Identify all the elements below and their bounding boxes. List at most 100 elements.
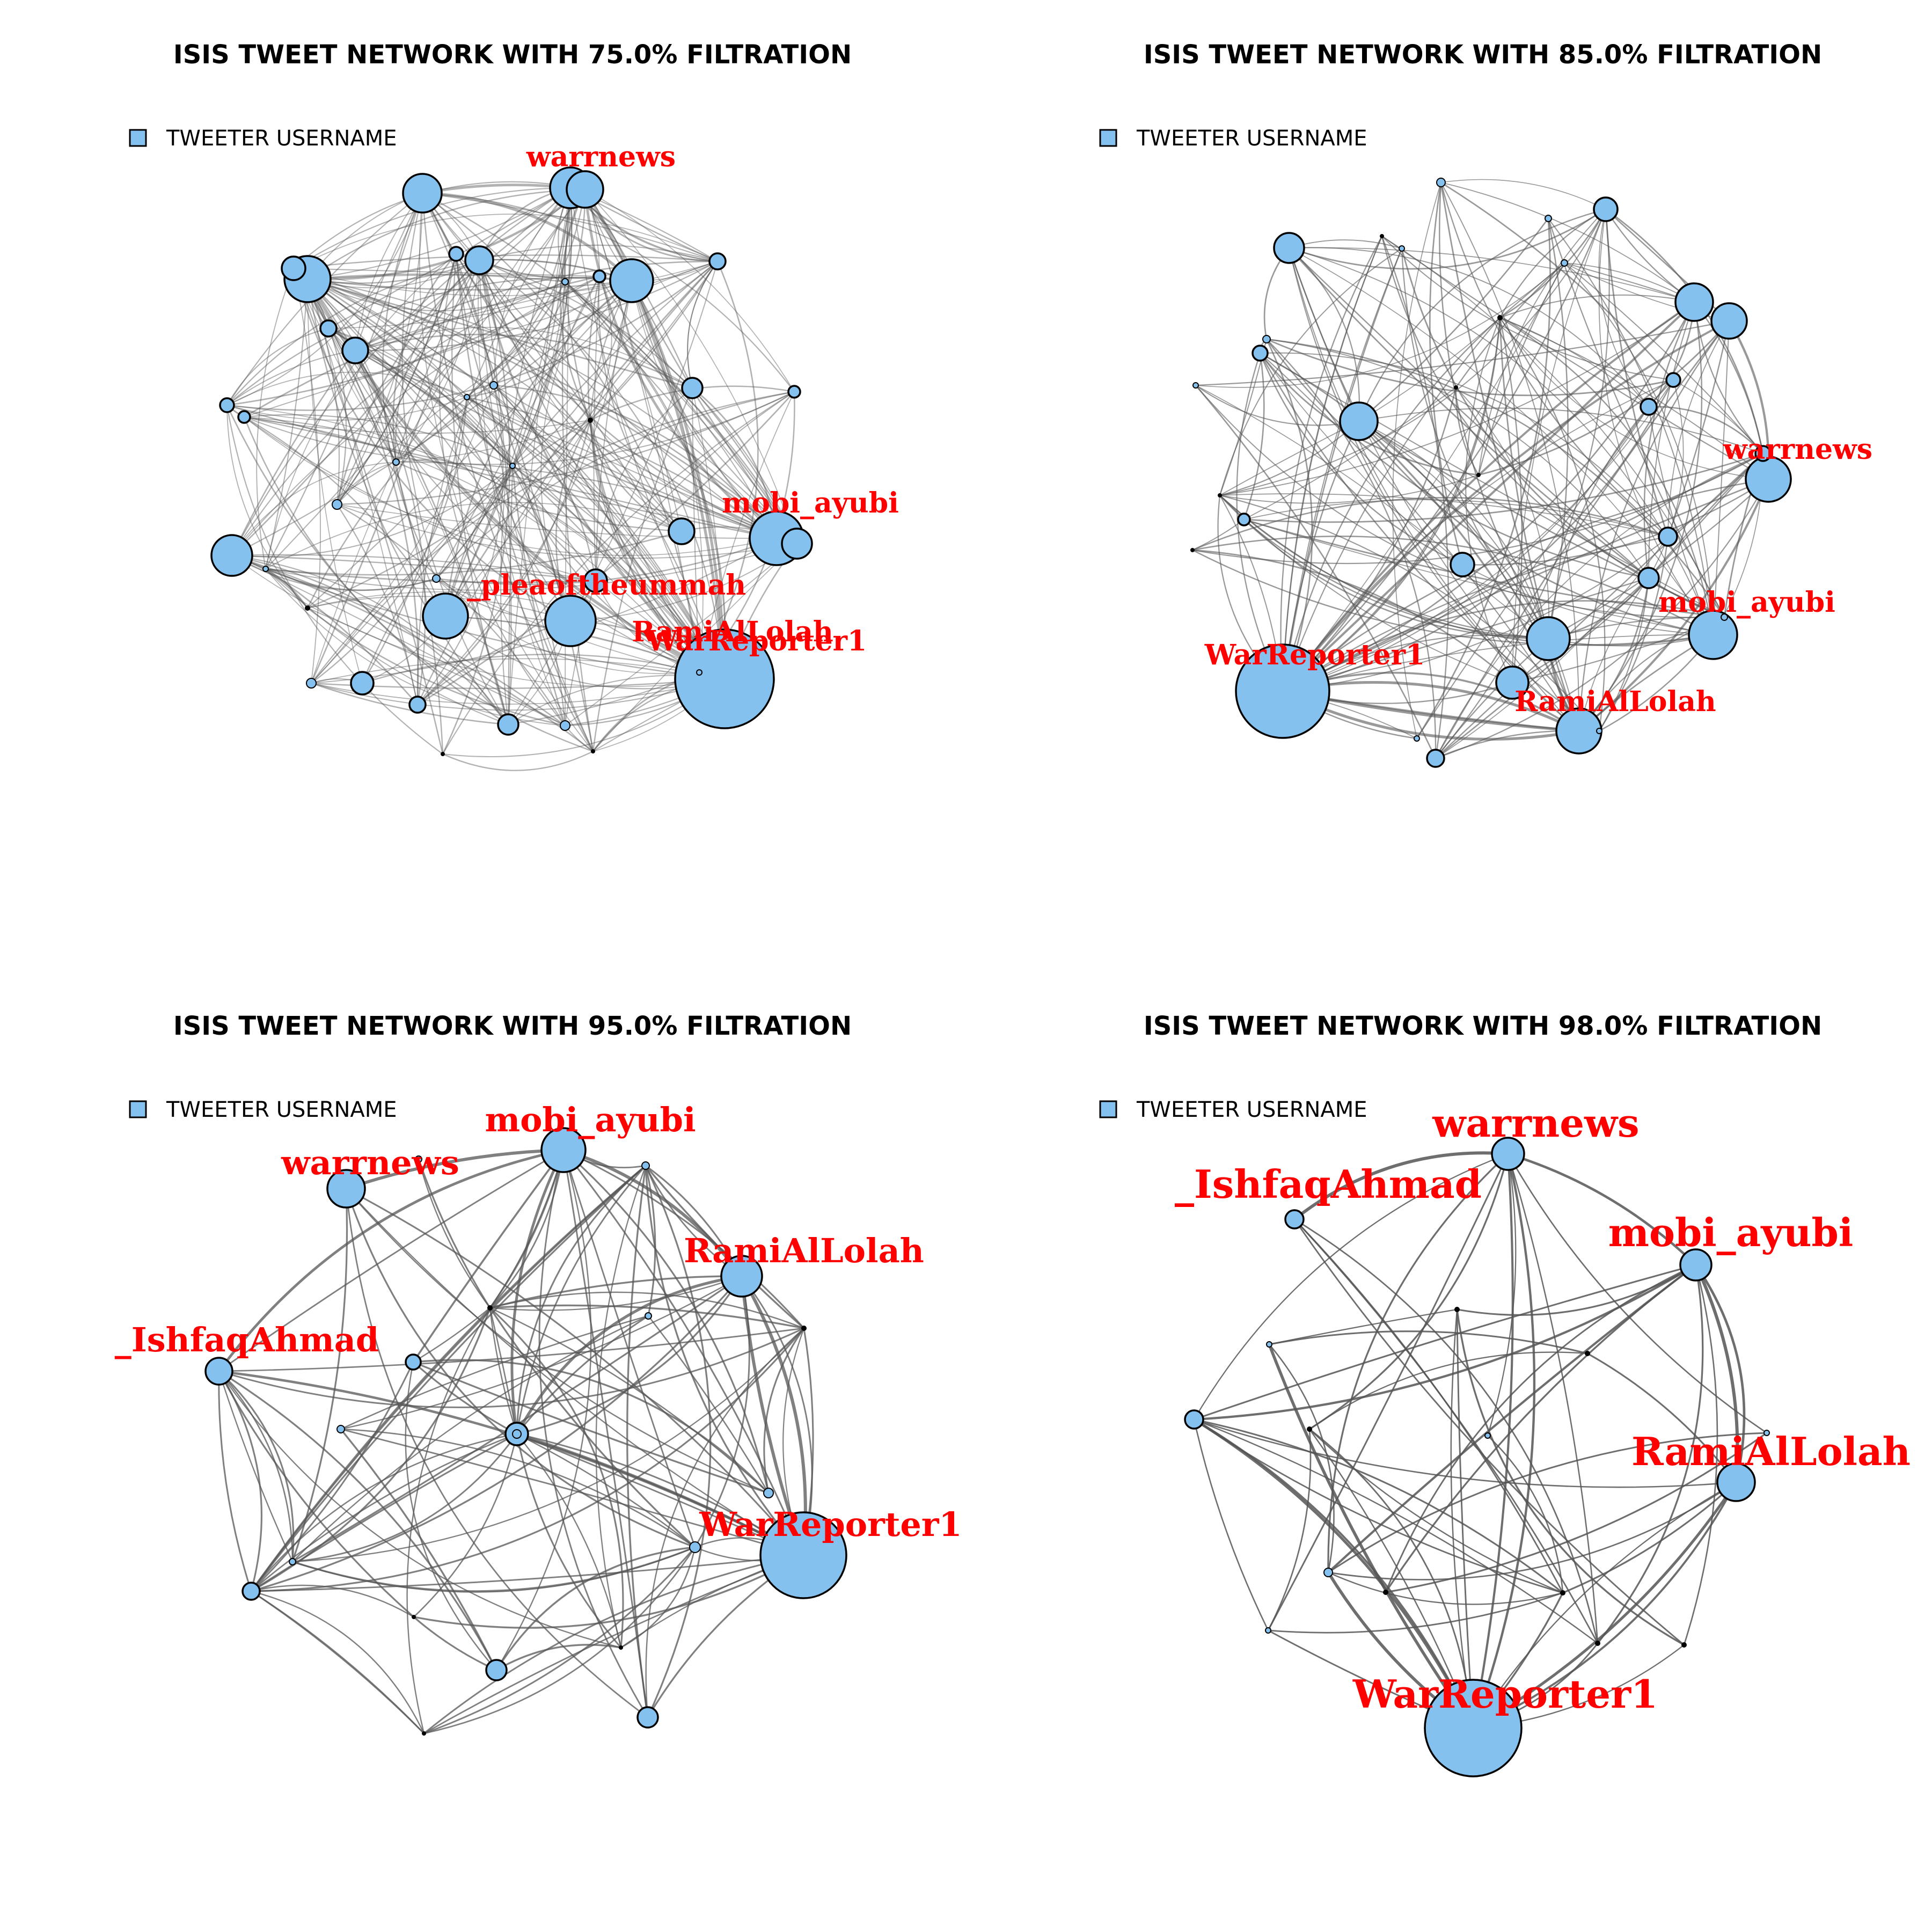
network-edge <box>500 187 571 725</box>
network-edge <box>1243 499 1668 537</box>
network-node <box>408 696 427 714</box>
network-edge <box>396 281 566 463</box>
legend-marker <box>1099 129 1117 147</box>
network-edge <box>1243 518 1725 618</box>
network-edge <box>340 1428 497 1671</box>
network-edge <box>631 280 798 544</box>
network-edge <box>423 1554 804 1735</box>
network-node <box>636 1706 659 1729</box>
network-edge <box>307 279 566 312</box>
network-node <box>319 319 338 338</box>
network-edge <box>1269 1330 1588 1355</box>
network-edge <box>489 1291 804 1329</box>
network-edge <box>306 279 509 725</box>
network-edge <box>293 268 571 621</box>
network-edge <box>479 259 797 544</box>
network-edge <box>1309 1429 1563 1594</box>
network-edge <box>1282 406 1649 692</box>
network-edge <box>226 327 329 406</box>
network-edge <box>1648 302 1695 579</box>
network-edge <box>1289 208 1606 270</box>
panel-85: ISIS TWEET NETWORK WITH 85.0% FILTRATION… <box>1099 40 1872 768</box>
network-edge <box>418 1159 491 1308</box>
network-edge <box>1440 182 1549 639</box>
network-edge <box>231 554 725 680</box>
network-edge <box>1473 1481 1737 1729</box>
network-node <box>1561 259 1568 267</box>
network-edge <box>645 1165 804 1556</box>
network-node <box>1596 728 1602 734</box>
network-edge <box>1358 317 1501 422</box>
network-edge <box>292 268 571 622</box>
network-edge <box>1289 247 1649 407</box>
network-edge <box>396 187 571 463</box>
network-node <box>1679 1248 1713 1282</box>
network-node <box>787 385 801 399</box>
node-label-mobi-ayubi: mobi_ayubi <box>1658 586 1835 619</box>
network-edge <box>466 397 682 532</box>
legend-label: TWEETER USERNAME <box>166 126 397 151</box>
network-edge <box>355 350 700 673</box>
network-edge <box>1282 387 1457 692</box>
network-edge <box>516 1433 696 1548</box>
network-edge <box>354 350 444 755</box>
network-node <box>487 1305 493 1311</box>
network-edge <box>292 1546 696 1592</box>
network-edge <box>307 279 566 726</box>
network-edge <box>479 260 594 752</box>
network-edge <box>307 278 632 291</box>
node-label-ramiallolah: RamiAlLolah <box>684 1231 924 1270</box>
network-node <box>350 671 375 696</box>
network-edge <box>250 1165 647 1592</box>
network-node <box>708 252 727 270</box>
network-edge <box>218 1149 564 1372</box>
network-edge <box>355 260 718 352</box>
network-edge <box>1219 248 1402 496</box>
network-edge <box>598 276 682 532</box>
network-edge <box>1194 1264 1696 1421</box>
network-edge <box>418 1159 491 1308</box>
network-edge <box>218 1370 497 1671</box>
network-edge <box>231 554 566 727</box>
network-edge <box>218 1327 804 1408</box>
network-edge <box>401 193 509 725</box>
network-edge <box>1265 339 1649 579</box>
network-edge <box>1280 236 1383 692</box>
network-edge <box>336 259 480 505</box>
node-label-ishfaqahmad: _IshfaqAhmad <box>1175 1161 1482 1207</box>
network-node <box>591 749 595 753</box>
network-edge <box>1328 1432 1767 1574</box>
network-edge <box>1694 302 1764 454</box>
network-edge <box>512 187 573 466</box>
network-node <box>1380 234 1384 238</box>
network-edge <box>444 261 718 617</box>
network-edge <box>226 350 356 406</box>
network-edge <box>226 193 423 406</box>
network-node <box>1414 735 1420 742</box>
network-edge <box>346 1148 564 1190</box>
network-edge <box>1282 379 1674 692</box>
node-label-mobi-ayubi: mobi_ayubi <box>1608 1210 1853 1255</box>
network-edge <box>489 1150 565 1308</box>
network-edge <box>466 280 633 398</box>
network-edge <box>307 279 418 705</box>
network-edge <box>1598 536 1669 731</box>
network-edge <box>1328 1571 1563 1605</box>
network-edge <box>507 465 514 725</box>
network-node <box>1665 372 1681 388</box>
network-edge <box>455 253 514 466</box>
network-edge <box>595 280 632 581</box>
network-edge <box>1192 549 1714 646</box>
network-edge <box>1457 1264 1696 1316</box>
network-edge <box>466 280 632 398</box>
network-edge <box>361 397 468 684</box>
network-edge <box>1259 353 1600 732</box>
network-edge <box>293 267 797 545</box>
network-node <box>489 381 498 390</box>
network-edge <box>293 214 718 269</box>
network-edge <box>417 420 591 706</box>
network-edge <box>436 187 573 579</box>
network-node <box>441 752 445 756</box>
network-edge <box>563 1148 743 1277</box>
network-edge <box>218 1371 263 1592</box>
